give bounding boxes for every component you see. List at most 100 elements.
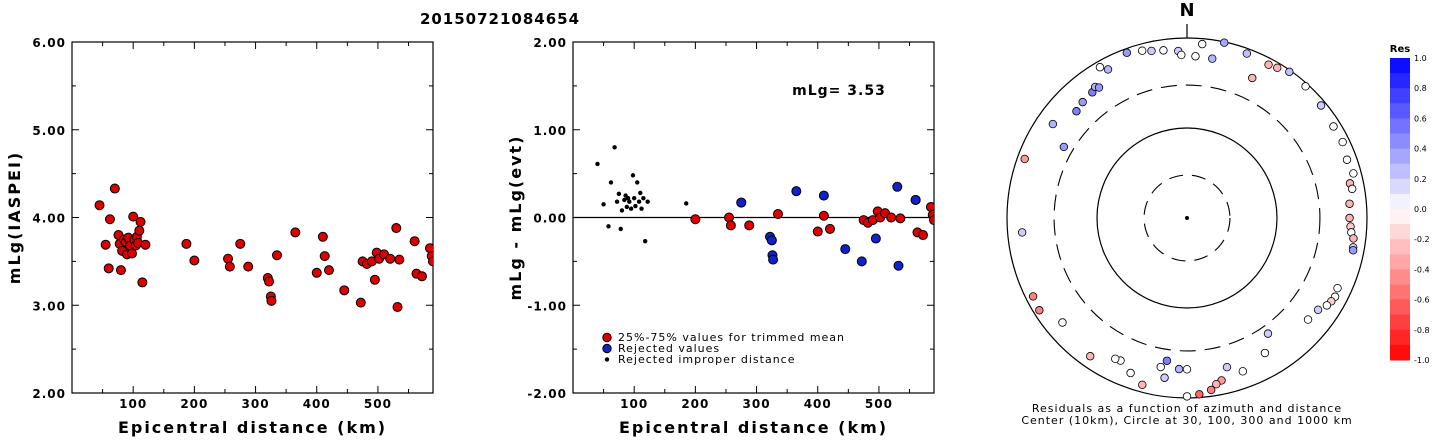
- station-residual-point: [1349, 234, 1358, 243]
- magnitude-annotation: mLg= 3.53: [792, 83, 886, 99]
- data-point: [339, 285, 350, 296]
- colorbar-cell: [1390, 73, 1410, 89]
- x-axis-label: Epicentral distance (km): [619, 418, 888, 437]
- rejected-point: [910, 194, 921, 205]
- map-caption-line2: Center (10km), Circle at 30, 100, 300 an…: [1021, 414, 1352, 427]
- improper-distance-point: [638, 190, 643, 196]
- data-point: [137, 277, 148, 288]
- legend-label: Rejected values: [618, 342, 720, 355]
- data-point: [134, 225, 145, 236]
- station-residual-point: [1263, 329, 1273, 338]
- station-residual-point: [1208, 54, 1217, 63]
- data-point: [266, 295, 277, 306]
- colorbar-tick-label: -1.0: [1414, 356, 1430, 365]
- improper-distance-point: [595, 161, 600, 167]
- station-residual-point: [1349, 169, 1358, 178]
- improper-distance-point: [612, 145, 617, 150]
- legend-label: 25%-75% values for trimmed mean: [618, 331, 845, 344]
- improper-distance-point: [624, 204, 630, 210]
- data-point: [264, 276, 275, 287]
- station-residual-point: [1162, 356, 1172, 365]
- station-residual-point: [1059, 142, 1069, 152]
- colorbar-cell: [1390, 103, 1410, 119]
- improper-distance-point: [606, 224, 611, 229]
- colorbar-tick-label: 0.0: [1414, 205, 1427, 214]
- azimuth-residual-map-panel: N Residuals as a function of azimuth and …: [1006, 0, 1430, 427]
- station-residual-point: [1264, 60, 1273, 69]
- colorbar-tick-label: -0.4: [1414, 265, 1430, 274]
- data-point: [224, 261, 235, 272]
- rejected-point: [791, 186, 802, 197]
- station-residual-point: [1303, 315, 1313, 324]
- rejected-point: [892, 181, 903, 192]
- legend-marker: [602, 332, 612, 343]
- improper-distance-point: [614, 199, 620, 204]
- data-point: [94, 200, 105, 211]
- x-tick-label: 400: [303, 397, 331, 411]
- north-label: N: [1179, 0, 1194, 21]
- station-residual-point: [1095, 63, 1105, 72]
- data-point: [100, 239, 111, 250]
- station-residual-point: [1035, 306, 1044, 315]
- station-residual-point: [1238, 367, 1248, 376]
- colorbar-cell: [1390, 329, 1410, 346]
- y-tick-label: 2.00: [533, 36, 567, 50]
- station-residual-point: [1174, 364, 1184, 374]
- improper-distance-point: [622, 197, 627, 203]
- station-residual-point: [1242, 49, 1252, 58]
- data-point: [104, 214, 115, 225]
- improper-distance-point: [619, 208, 625, 213]
- ring-30km: [1143, 174, 1231, 262]
- x-tick-label: 500: [364, 397, 392, 411]
- station-residual-point: [1028, 292, 1038, 301]
- x-tick-label: 400: [804, 397, 832, 411]
- data-layer: [94, 183, 433, 313]
- colorbar-cell: [1390, 314, 1410, 331]
- colorbar-tick-label: -0.2: [1414, 235, 1430, 244]
- data-point: [317, 231, 328, 242]
- colorbar-cell: [1390, 148, 1410, 165]
- data-point: [235, 238, 246, 249]
- colorbar-cell: [1390, 193, 1410, 210]
- data-point: [323, 265, 334, 276]
- colorbar-tick-label: -0.6: [1414, 296, 1430, 305]
- station-residual-point: [1017, 228, 1027, 237]
- y-tick-label: 2.00: [32, 387, 66, 401]
- improper-distance-point: [643, 238, 648, 244]
- station-residual-point: [1345, 213, 1354, 223]
- station-residual-point: [1103, 65, 1113, 74]
- ring-300km: [1053, 84, 1321, 352]
- data-point: [103, 263, 114, 274]
- legend-marker: [602, 343, 612, 354]
- station-residual-point: [1322, 301, 1332, 310]
- data-point: [319, 251, 330, 262]
- data-point: [409, 236, 420, 247]
- improper-distance-point: [627, 199, 632, 204]
- y-tick-label: -2.00: [527, 387, 567, 401]
- station-residual-point: [1058, 318, 1067, 327]
- trimmed-mean-point: [818, 210, 829, 221]
- station-residual-point: [1147, 46, 1156, 56]
- residual-vs-distance-panel: 100 200 300 400 500 -2.00 -1.00 0.00 1.00 2.00 Epi…: [506, 36, 935, 437]
- station-residual-point: [1122, 48, 1132, 57]
- station-residual-point: [1338, 137, 1347, 147]
- data-point: [140, 239, 151, 250]
- station-residual-point: [1273, 63, 1282, 73]
- data-point: [243, 261, 254, 272]
- station-residual-point: [1301, 82, 1310, 91]
- improper-distance-point: [683, 201, 689, 206]
- y-tick-label: 5.00: [32, 124, 66, 138]
- station-residual-point: [1182, 365, 1192, 374]
- improper-distance-point: [641, 195, 646, 201]
- station-residual-point: [1347, 184, 1357, 194]
- trimmed-mean-point: [744, 220, 755, 231]
- station-residual-point: [1138, 380, 1147, 390]
- rejected-point: [768, 254, 779, 265]
- improper-distance-point: [631, 195, 637, 201]
- x-tick-label: 100: [620, 397, 648, 411]
- figure-title: 20150721084654: [420, 10, 580, 28]
- station-residual-point: [1313, 305, 1323, 314]
- station-residual-point: [1220, 38, 1229, 47]
- y-tick-label: 1.00: [533, 124, 567, 138]
